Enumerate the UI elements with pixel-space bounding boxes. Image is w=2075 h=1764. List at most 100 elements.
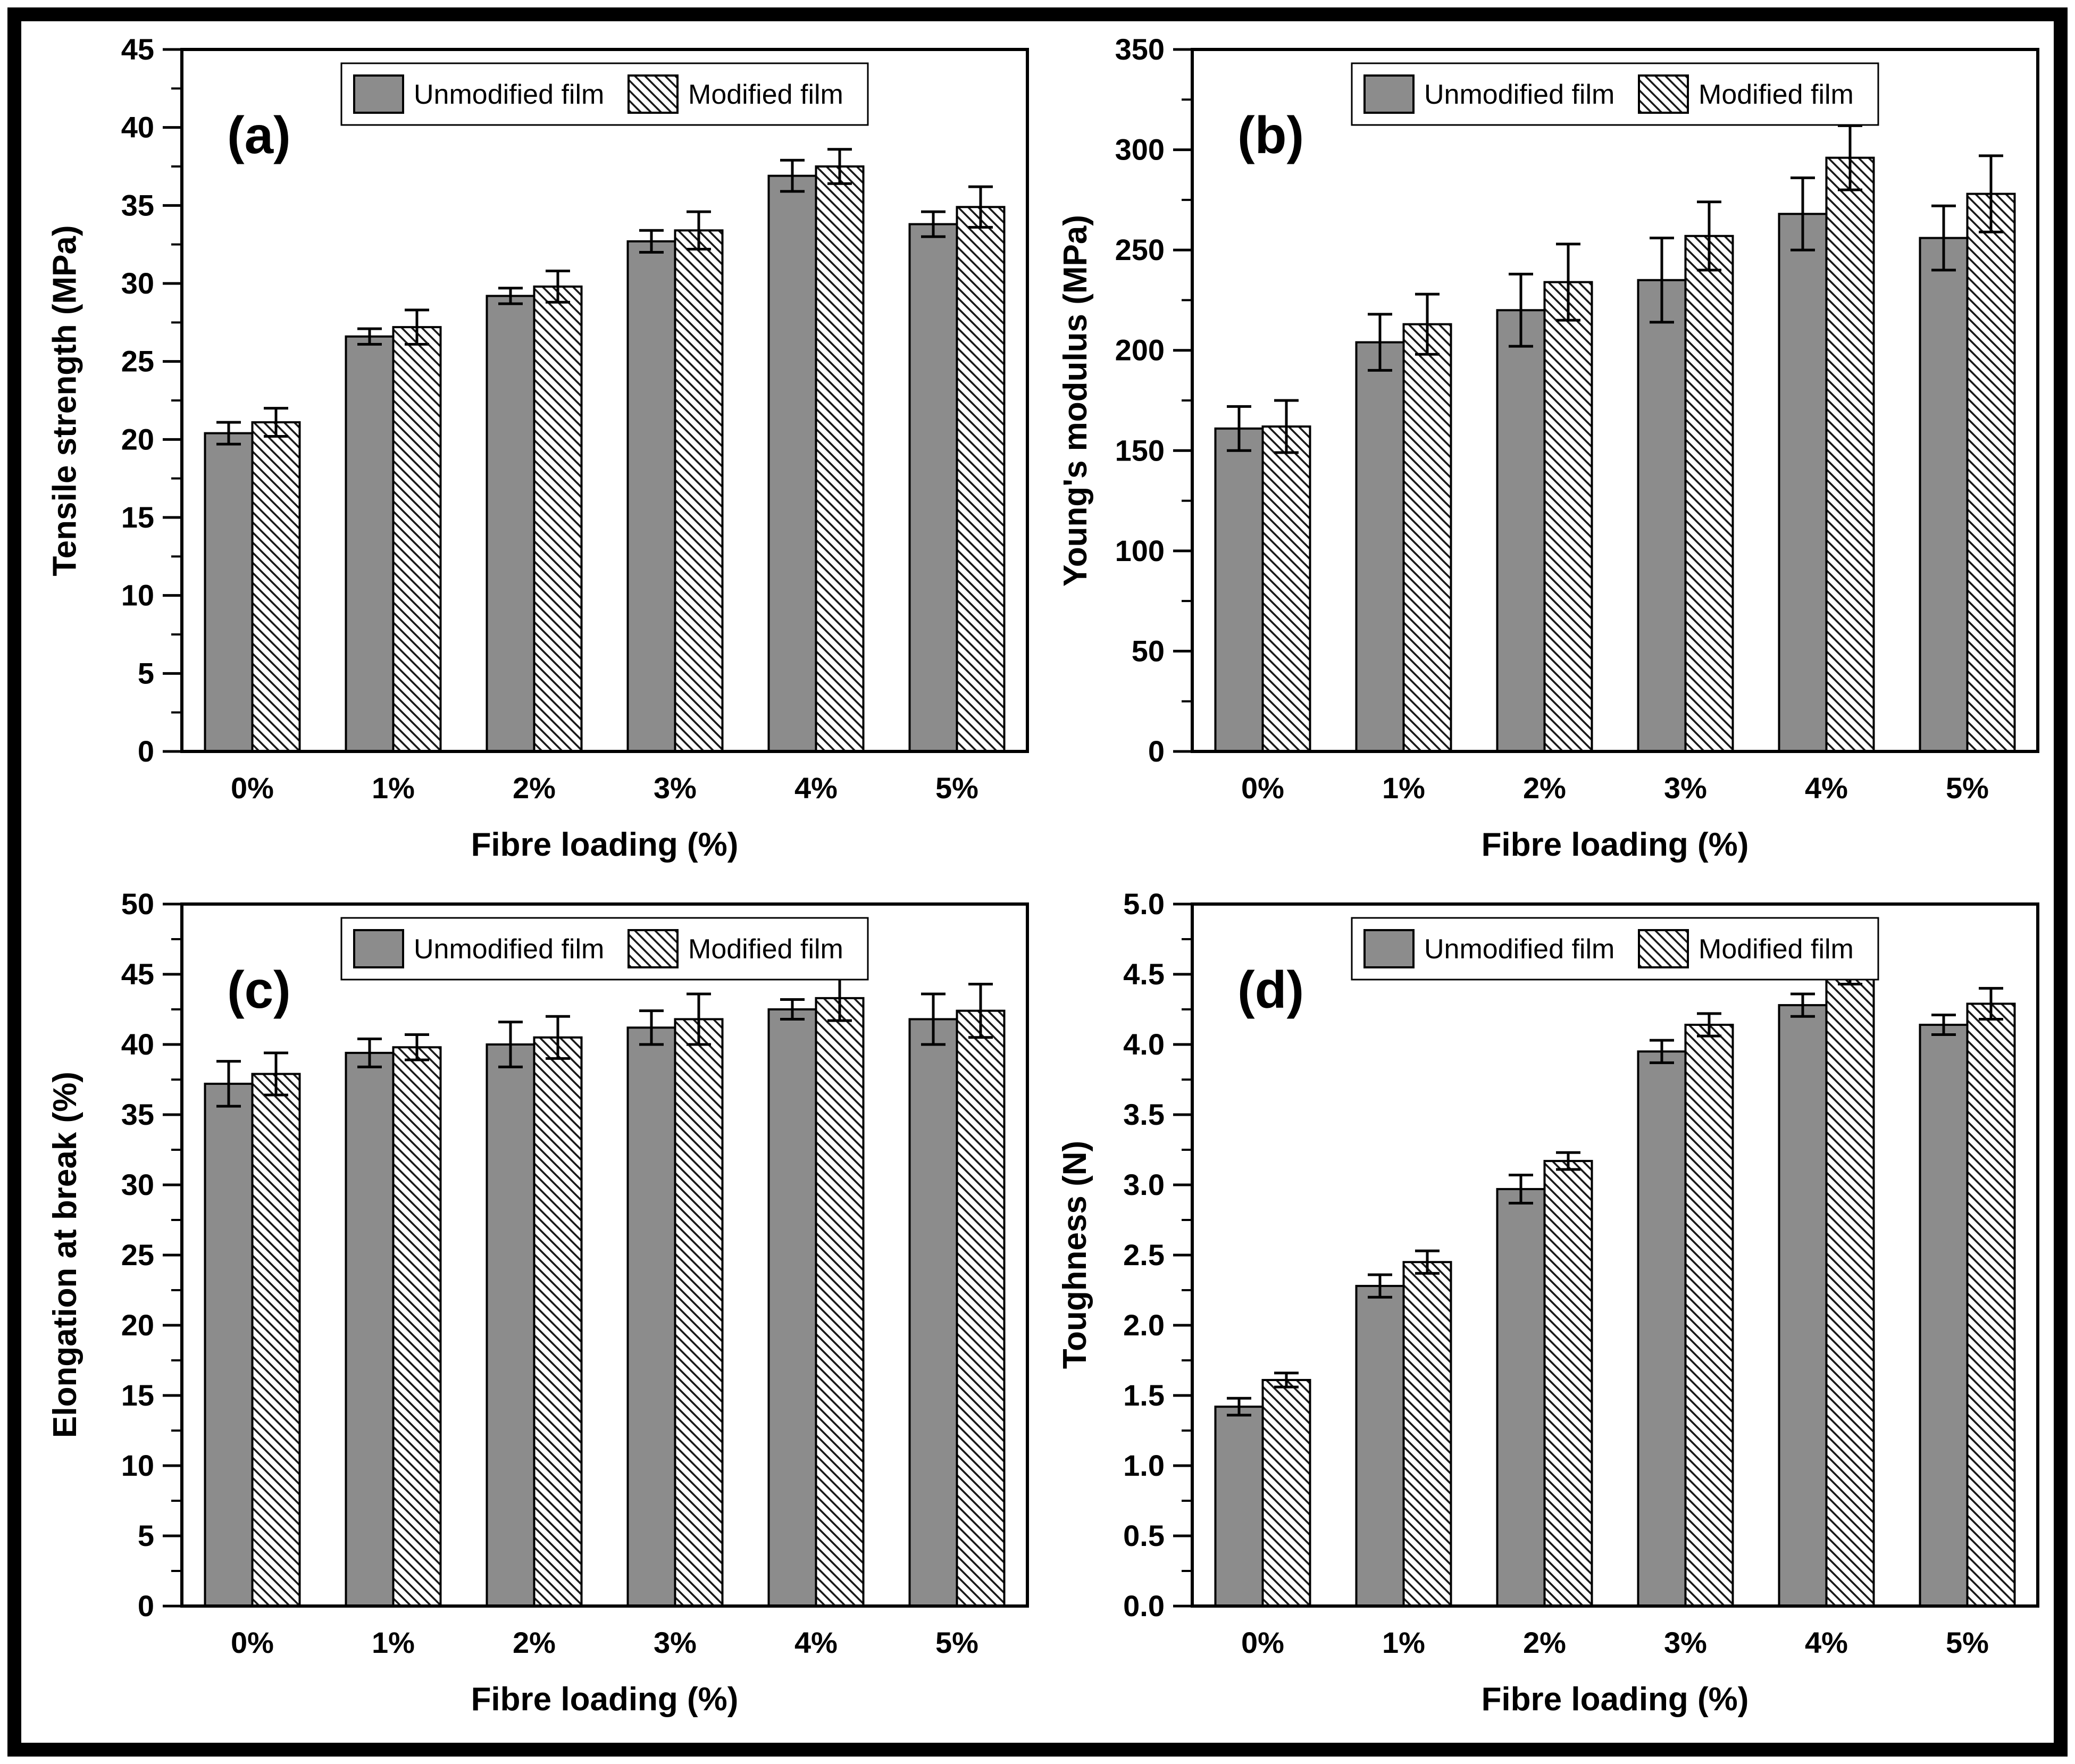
x-tick-label: 2%: [1523, 771, 1566, 805]
error-bar: [1274, 1372, 1299, 1389]
y-tick-label: 100: [1115, 534, 1165, 567]
x-axis-title: Fibre loading (%): [1481, 826, 1749, 864]
y-tick-label: 250: [1115, 233, 1165, 266]
error-bar: [1227, 1397, 1251, 1417]
error-bar: [1979, 154, 2003, 233]
y-axis-ticks: 0 5 10 15 20 25 30 35 40 45: [121, 32, 182, 768]
bar-modified-4%: [815, 165, 865, 753]
y-tick-label: 3.5: [1123, 1098, 1165, 1131]
diagonal-hatch-swatch: [1638, 74, 1689, 114]
axis-box: [180, 902, 1029, 1608]
y-tick-label: 200: [1115, 333, 1165, 367]
y-tick-label: 45: [121, 957, 154, 991]
y-tick-label: 350: [1115, 32, 1165, 66]
legend-label: Unmodified film: [414, 79, 604, 110]
error-bar: [1274, 399, 1299, 454]
legend: Unmodified film Modified film: [1351, 917, 1879, 981]
error-bar: [1415, 1249, 1440, 1275]
bar-modified-0%: [1261, 1378, 1311, 1607]
y-tick-label: 15: [121, 500, 154, 534]
error-bar: [498, 1021, 523, 1068]
x-tick-label: 2%: [513, 1626, 556, 1659]
chart-canvas-d: 0.0 0.5 1.0 1.5 2.0 2.5 3.0 3.5 4.0 4.5 5.0 0% 1% 2% 3…: [1123, 887, 2039, 1659]
bar-modified-5%: [956, 206, 1006, 753]
x-tick-label: 1%: [1382, 1626, 1425, 1659]
error-bar: [1979, 986, 2003, 1021]
bar-unmodified-0%: [1214, 428, 1264, 753]
bar-unmodified-0%: [204, 432, 254, 753]
panel-a: Tensile strength (MPa) 0 5 10 15 20 25 30 35 40 4…: [28, 28, 1038, 881]
error-bar: [1650, 1039, 1674, 1064]
bar-unmodified-4%: [1778, 1004, 1828, 1607]
error-bar: [216, 1059, 241, 1108]
axis-box: [1191, 902, 2039, 1608]
error-bar: [687, 992, 711, 1046]
y-tick-label: 300: [1115, 133, 1165, 166]
bar-modified-0%: [1261, 425, 1311, 753]
solid-gray-swatch: [1363, 929, 1415, 968]
error-bar: [1415, 292, 1440, 356]
error-bar: [1931, 204, 1956, 272]
y-axis-title: Tensile strength (MPa): [46, 225, 83, 576]
bars-group: [204, 165, 1006, 753]
panel-d: Toughness (N) 0.0 0.5 1.0 1.5 2.0 2.5 3.0 3.5 4.…: [1038, 883, 2048, 1736]
bar-modified-3%: [1684, 235, 1734, 753]
error-bar: [687, 210, 711, 251]
x-tick-label: 3%: [1664, 771, 1707, 805]
error-bar: [264, 407, 288, 438]
y-axis-title: Elongation at break (%): [46, 1072, 83, 1439]
solid-gray-swatch: [353, 929, 404, 968]
error-bars-group: [1227, 960, 2003, 1417]
error-bar: [1790, 992, 1815, 1018]
bar-unmodified-3%: [1637, 1050, 1687, 1607]
error-bar: [405, 308, 429, 346]
error-bar: [780, 159, 805, 193]
diagonal-hatch-swatch: [627, 74, 679, 114]
bar-unmodified-1%: [1355, 1284, 1405, 1607]
x-tick-label: 5%: [1946, 1626, 1989, 1659]
y-tick-label: 150: [1115, 434, 1165, 467]
y-axis-ticks: 0.0 0.5 1.0 1.5 2.0 2.5 3.0 3.5 4.0 4.5 5.0: [1123, 887, 1192, 1623]
bar-unmodified-5%: [908, 223, 958, 753]
bar-modified-0%: [251, 421, 301, 753]
bar-unmodified-4%: [767, 174, 817, 753]
error-bar: [968, 982, 993, 1039]
error-bar: [1931, 1013, 1956, 1036]
panels-grid: Tensile strength (MPa) 0 5 10 15 20 25 30 35 40 4…: [28, 28, 2047, 1736]
bar-unmodified-3%: [1637, 279, 1687, 753]
panel-letter: (a): [227, 106, 291, 164]
error-bars-group: [216, 148, 993, 446]
x-tick-label: 0%: [1241, 771, 1284, 805]
x-axis-title: Fibre loading (%): [1481, 1681, 1749, 1718]
error-bar: [498, 287, 523, 305]
bar-unmodified-5%: [908, 1018, 958, 1607]
bar-unmodified-0%: [1214, 1405, 1264, 1607]
y-tick-label: 0: [138, 1589, 154, 1623]
error-bar: [357, 327, 382, 346]
y-tick-label: 20: [121, 423, 154, 456]
x-axis-title: Fibre loading (%): [471, 1681, 739, 1718]
bar-modified-2%: [533, 286, 583, 753]
bars-group: [204, 997, 1006, 1607]
bar-modified-3%: [674, 229, 724, 753]
bar-unmodified-3%: [626, 240, 676, 753]
y-tick-label: 2.5: [1123, 1238, 1165, 1272]
legend-box: [1351, 62, 1879, 126]
y-tick-label: 15: [121, 1378, 154, 1412]
chart-canvas-b: 0 50 100 150 200 250 300 350 0% 1% 2% 3% 4% 5% (b) Unmo…: [1115, 32, 2039, 805]
bar-modified-2%: [1543, 281, 1593, 753]
error-bar: [639, 1009, 664, 1046]
x-category-labels: 0% 1% 2% 3% 4% 5%: [231, 771, 978, 805]
panel-letter: (c): [227, 960, 291, 1019]
y-tick-label: 0.0: [1123, 1589, 1165, 1623]
bars-group: [1214, 156, 2016, 753]
legend-box: [340, 917, 869, 981]
x-tick-label: 5%: [1946, 771, 1989, 805]
x-tick-label: 0%: [231, 771, 274, 805]
error-bar: [1368, 313, 1392, 372]
bar-modified-5%: [1966, 193, 2016, 753]
y-tick-label: 5: [138, 1519, 154, 1552]
x-tick-label: 1%: [1382, 771, 1425, 805]
panel-letter: (d): [1237, 960, 1304, 1019]
panel-letter: (b): [1237, 106, 1304, 164]
